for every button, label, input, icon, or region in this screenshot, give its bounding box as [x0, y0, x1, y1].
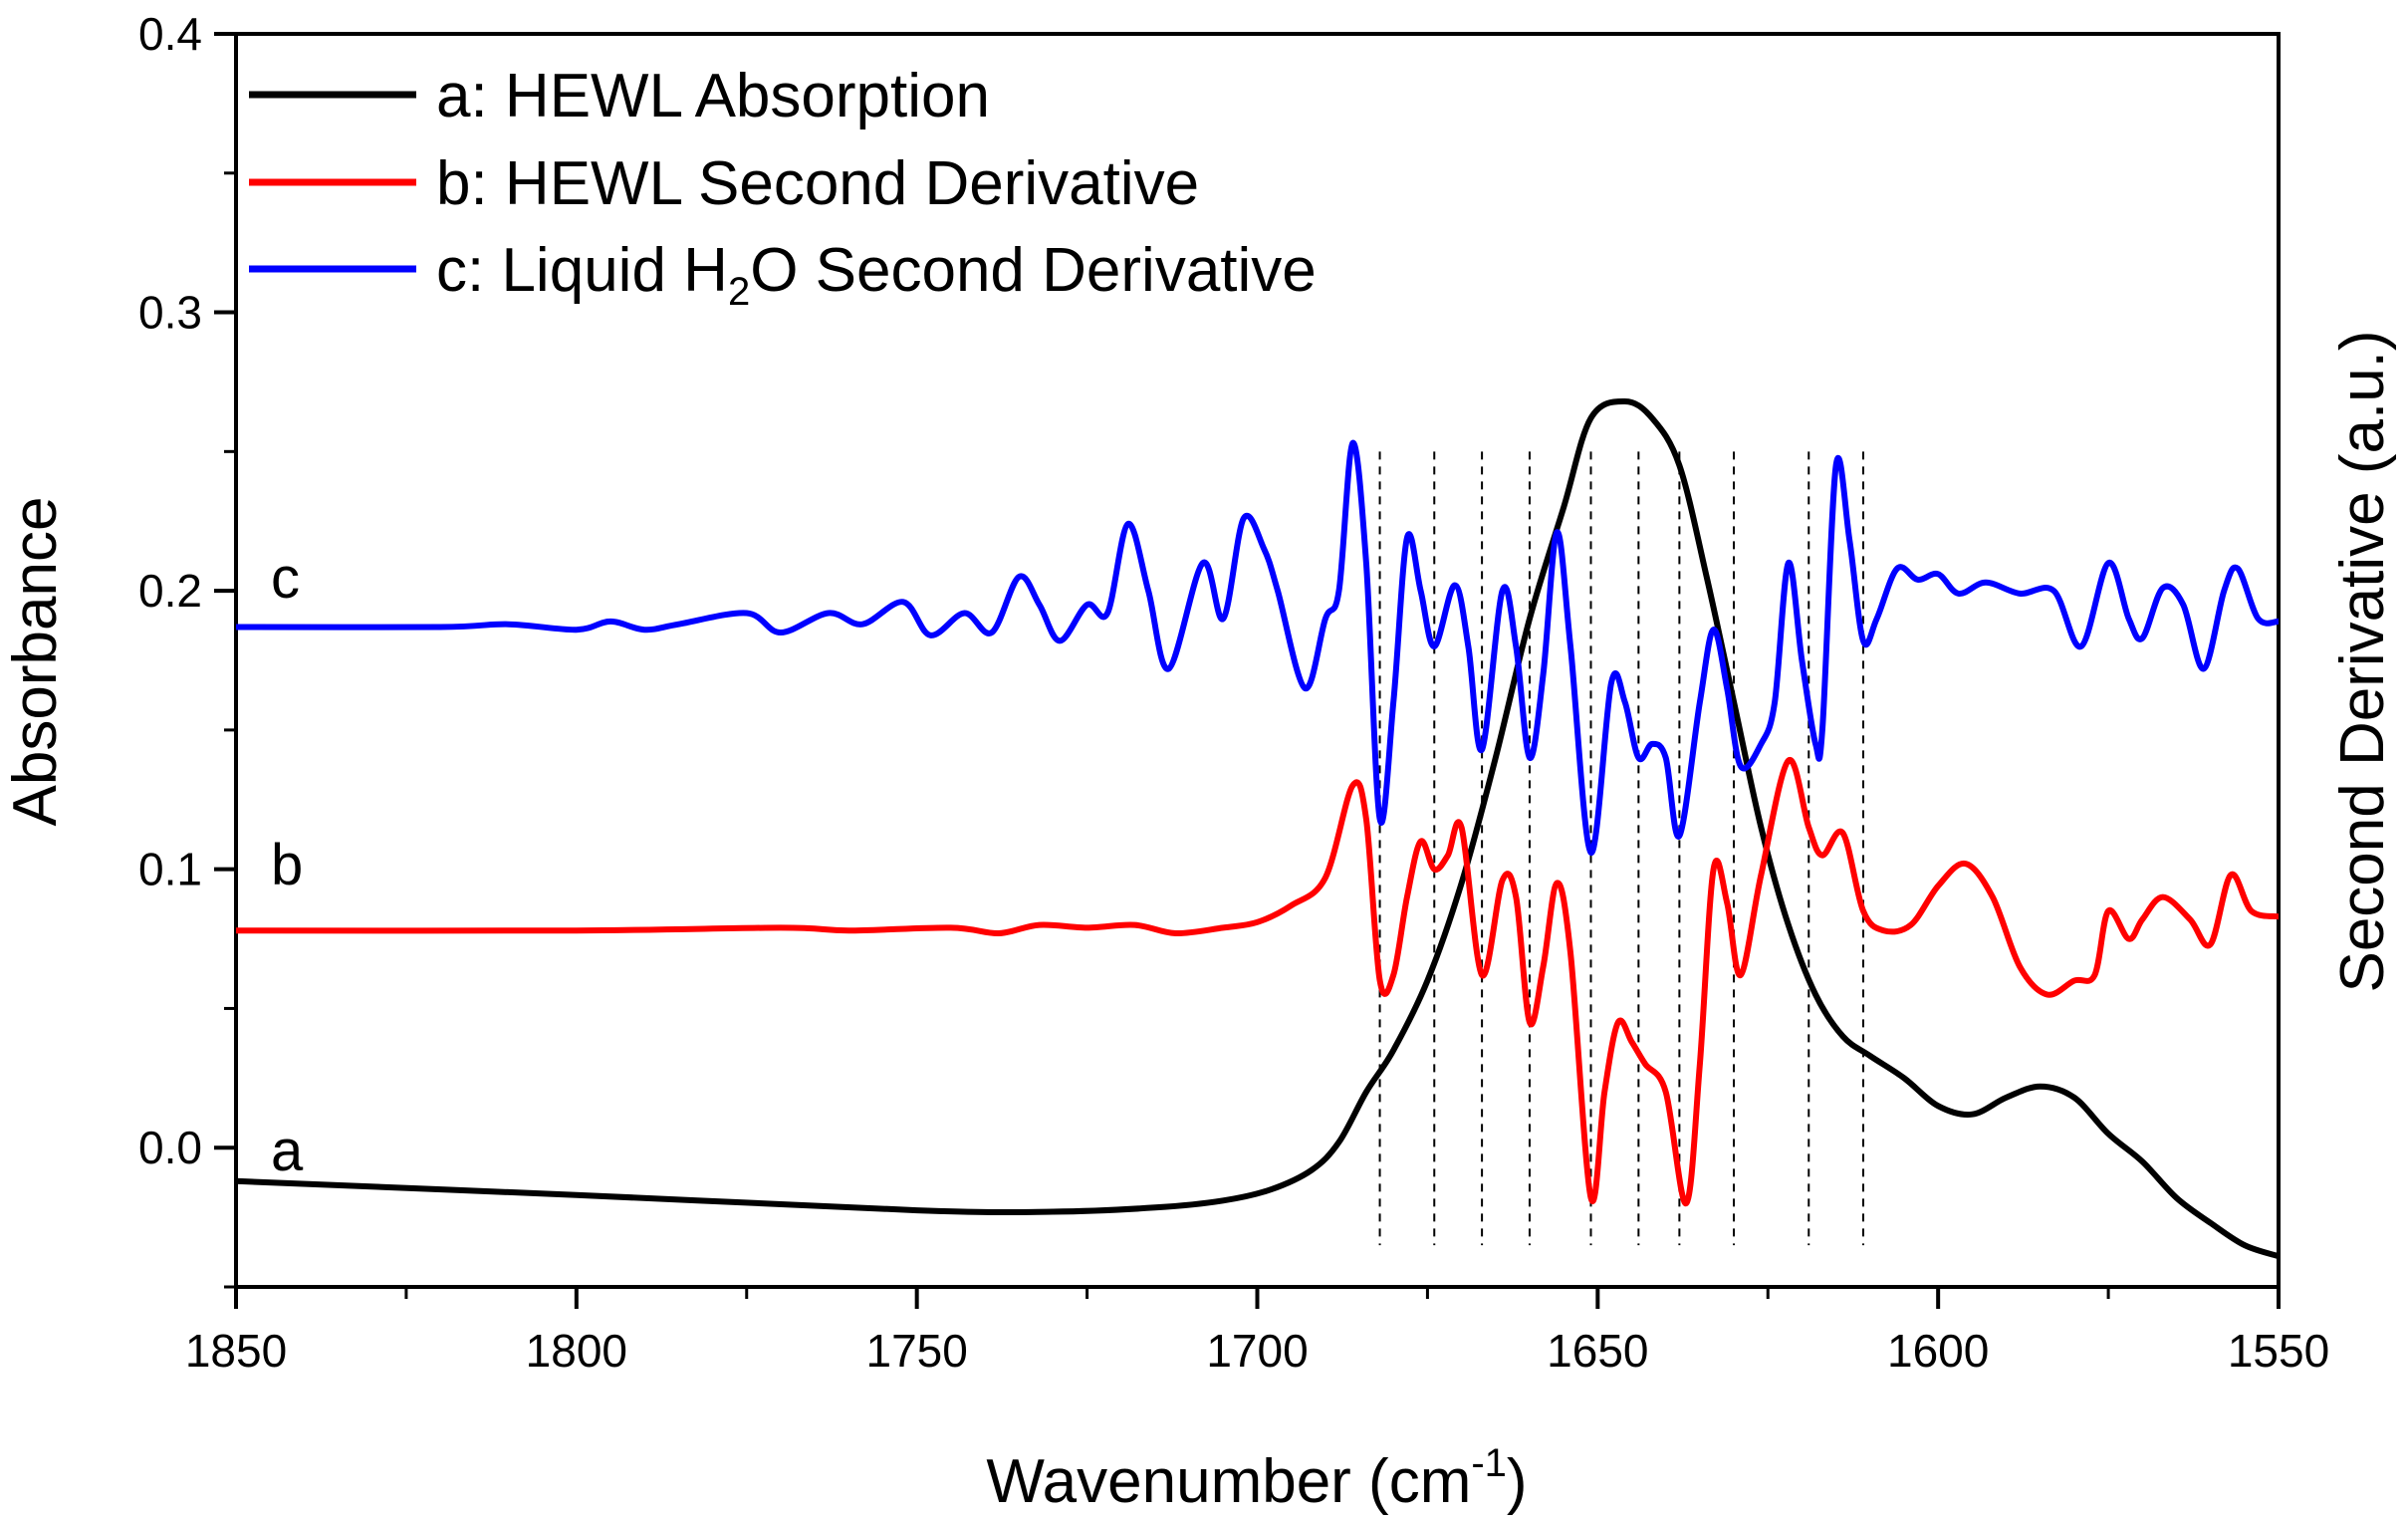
- x-tick-label-1700: 1700: [1206, 1325, 1308, 1377]
- series-layer: [236, 397, 2279, 1260]
- series-line-a: [236, 397, 2279, 1260]
- x-tick-label-1600: 1600: [1887, 1325, 1989, 1377]
- y-axis: 0.0 0.1 0.2 0.3 0.4: [138, 8, 236, 1289]
- legend-label-a: a: HEWL Absorption: [436, 62, 990, 130]
- x-tick-label-1850: 1850: [185, 1325, 287, 1377]
- legend-label-c-subscript: 2: [728, 270, 750, 314]
- curve-label-a: a: [271, 1119, 304, 1183]
- legend-entry-b: b: HEWL Second Derivative: [249, 149, 1199, 218]
- y-tick-label-0: 0.0: [138, 1122, 202, 1173]
- x-axis-title-superscript: -1: [1471, 1441, 1507, 1485]
- legend-label-c: c: Liquid H2O Second Derivative: [436, 236, 1317, 314]
- x-axis: 1850 1800 1750 1700 1650 1600 1550: [185, 1287, 2329, 1377]
- y-tick-label-0.1: 0.1: [138, 844, 202, 895]
- x-axis-title: Wavenumber (cm-1): [986, 1441, 1527, 1516]
- series-line-b: [236, 757, 2279, 1207]
- x-tick-label-1750: 1750: [865, 1325, 967, 1377]
- x-tick-label-1800: 1800: [526, 1325, 627, 1377]
- legend-entry-a: a: HEWL Absorption: [249, 62, 990, 130]
- x-tick-label-1550: 1550: [2228, 1325, 2329, 1377]
- y-axis-title-right: Second Derivative (a.u.): [2328, 330, 2397, 992]
- legend: a: HEWL Absorption b: HEWL Second Deriva…: [249, 62, 1317, 314]
- legend-entry-c: c: Liquid H2O Second Derivative: [249, 236, 1317, 314]
- x-tick-label-1650: 1650: [1547, 1325, 1648, 1377]
- x-axis-title-close: ): [1507, 1447, 1528, 1516]
- plot-frame: [234, 32, 2281, 1289]
- series-line-c: [236, 439, 2279, 856]
- curve-label-b: b: [271, 833, 303, 897]
- dashed-reference-lines: [1378, 451, 1864, 1246]
- y-tick-label-0.2: 0.2: [138, 565, 202, 617]
- legend-label-b: b: HEWL Second Derivative: [436, 149, 1199, 218]
- y-axis-title-left: Absorbance: [1, 497, 70, 827]
- curve-label-c: c: [271, 546, 300, 611]
- y-tick-label-0.4: 0.4: [138, 8, 202, 60]
- y-tick-label-0.3: 0.3: [138, 287, 202, 339]
